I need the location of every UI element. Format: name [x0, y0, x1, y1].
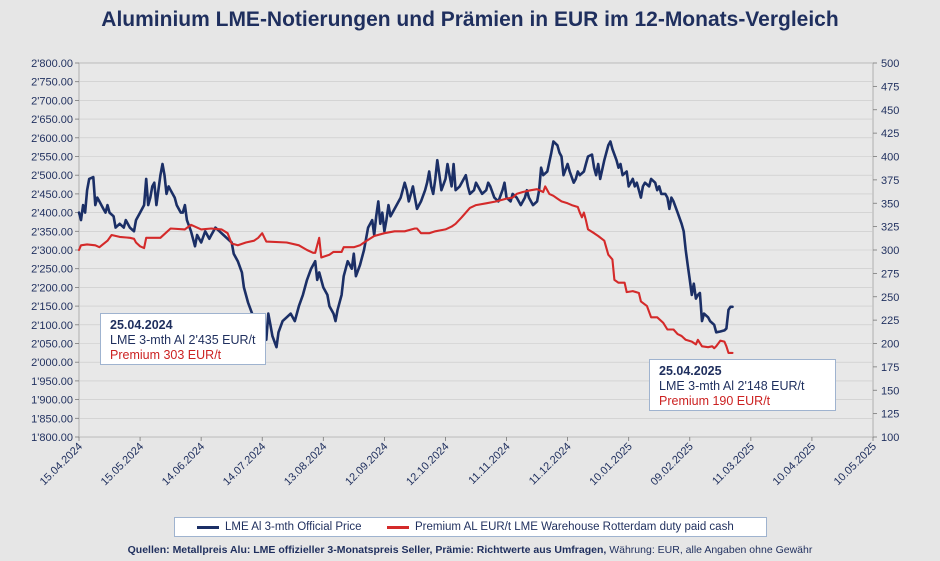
x-tick-label: 09.02.2025	[648, 441, 695, 488]
y-right-tick-label: 425	[881, 128, 899, 140]
y-left-tick-label: 2'550.00	[31, 152, 73, 164]
y-right-tick-label: 450	[881, 105, 899, 117]
y-right-tick-label: 325	[881, 222, 899, 234]
y-right-tick-label: 125	[881, 409, 899, 421]
y-right-tick-label: 250	[881, 292, 899, 304]
x-tick-label: 13.08.2024	[282, 441, 329, 488]
series-lines	[77, 140, 734, 354]
y-right-tick-label: 400	[881, 152, 899, 164]
x-tick-label: 11.12.2024	[527, 441, 574, 488]
source-note: Quellen: Metallpreis Alu: LME offizielle…	[0, 544, 940, 556]
x-axis: 15.04.2024 15.05.2024 14.06.2024 14.07.2024…	[38, 437, 879, 488]
y-left-tick-label: 2'300.00	[31, 245, 73, 257]
y-left-tick-label: 2'050.00	[31, 339, 73, 351]
y-left-tick-label: 1'950.00	[31, 376, 73, 388]
y-left-tick-label: 1'800.00	[31, 432, 73, 444]
annotation-2024-premium: Premium 303 EUR/t	[110, 348, 222, 362]
legend-swatch-premium	[387, 525, 409, 529]
annotation-2024-date: 25.04.2024	[110, 318, 173, 332]
annotation-2025: 25.04.2025 LME 3-mth Al 2'148 EUR/t Prem…	[649, 359, 836, 411]
y-right-tick-label: 375	[881, 175, 899, 187]
series-line-lme	[77, 140, 734, 349]
y-left-tick-label: 2'400.00	[31, 208, 73, 220]
y-left-tick-label: 2'750.00	[31, 77, 73, 89]
y-left-tick-label: 1'850.00	[31, 413, 73, 425]
y-left-tick-label: 2'250.00	[31, 264, 73, 276]
annotation-2025-lme: LME 3-mth Al 2'148 EUR/t	[659, 379, 805, 393]
series-line-premium	[77, 185, 734, 354]
x-tick-label: 10.04.2025	[771, 441, 818, 488]
x-tick-label: 15.04.2024	[38, 441, 85, 488]
y-left-tick-label: 2'650.00	[31, 114, 73, 126]
y-left-tick-label: 2'500.00	[31, 170, 73, 182]
y-left-tick-label: 2'700.00	[31, 95, 73, 107]
x-tick-label: 12.10.2024	[404, 441, 451, 488]
y-left-tick-label: 2'200.00	[31, 282, 73, 294]
y-right-tick-label: 500	[881, 58, 899, 70]
annotation-2025-date: 25.04.2025	[659, 364, 722, 378]
y-left-tick-label: 2'000.00	[31, 357, 73, 369]
x-tick-label: 15.05.2024	[99, 441, 146, 488]
x-tick-label: 10.01.2025	[587, 441, 634, 488]
left-axis: 1'800.00 1'850.00 1'900.00 1'950.00 2'000.00…	[31, 58, 79, 444]
legend-label-premium: Premium AL EUR/t LME Warehouse Rotterdam…	[415, 521, 734, 533]
y-left-tick-label: 2'350.00	[31, 226, 73, 238]
right-axis: 100 125 150 175 200 225 250 275 300 325 350 375 400 4…	[873, 58, 899, 444]
y-left-tick-label: 2'450.00	[31, 189, 73, 201]
y-right-tick-label: 150	[881, 385, 899, 397]
legend-label-lme: LME Al 3-mth Official Price	[225, 521, 362, 533]
legend-item-premium: Premium AL EUR/t LME Warehouse Rotterdam…	[387, 521, 734, 533]
y-right-tick-label: 350	[881, 198, 899, 210]
source-note-bold: Quellen: Metallpreis Alu: LME offizielle…	[127, 544, 607, 556]
y-right-tick-label: 225	[881, 315, 899, 327]
chart-title: Aluminium LME-Notierungen und Prämien in…	[101, 8, 839, 31]
y-left-tick-label: 2'150.00	[31, 301, 73, 313]
x-tick-label: 11.03.2025	[710, 441, 757, 488]
annotation-2025-premium: Premium 190 EUR/t	[659, 394, 771, 408]
x-tick-label: 14.06.2024	[160, 441, 207, 488]
legend-swatch-lme	[197, 525, 219, 529]
x-tick-label: 10.05.2025	[832, 441, 879, 488]
y-right-tick-label: 275	[881, 268, 899, 280]
y-left-tick-label: 2'100.00	[31, 320, 73, 332]
y-left-tick-label: 2'600.00	[31, 133, 73, 145]
source-note-rest: Währung: EUR, alle Angaben ohne Gewähr	[606, 544, 813, 556]
y-right-tick-label: 100	[881, 432, 899, 444]
x-tick-label: 12.09.2024	[343, 441, 390, 488]
x-tick-label: 11.11.2024	[466, 441, 512, 487]
legend: LME Al 3-mth Official Price Premium AL E…	[174, 517, 767, 537]
annotation-2024-lme: LME 3-mth Al 2'435 EUR/t	[110, 333, 256, 347]
annotation-2024: 25.04.2024 LME 3-mth Al 2'435 EUR/t Prem…	[100, 313, 266, 365]
y-right-tick-label: 300	[881, 245, 899, 257]
y-left-tick-label: 2'800.00	[31, 58, 73, 70]
x-tick-label: 14.07.2024	[221, 441, 268, 488]
y-left-tick-label: 1'900.00	[31, 395, 73, 407]
legend-item-lme: LME Al 3-mth Official Price	[197, 521, 362, 533]
y-right-tick-label: 175	[881, 362, 899, 374]
y-right-tick-label: 475	[881, 81, 899, 93]
y-right-tick-label: 200	[881, 339, 899, 351]
